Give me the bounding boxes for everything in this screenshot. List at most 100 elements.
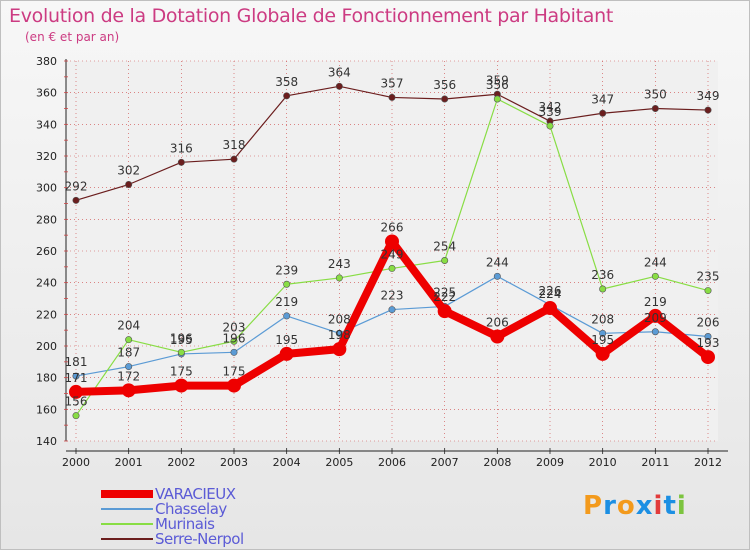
data-label: 357 [381, 76, 404, 90]
data-point [493, 95, 501, 103]
data-label: 193 [697, 336, 720, 350]
data-point [283, 92, 291, 100]
x-tick-label: 2002 [167, 456, 195, 469]
data-point [227, 378, 241, 393]
data-point [546, 122, 554, 130]
data-label: 342 [539, 100, 562, 114]
data-label: 316 [170, 141, 193, 155]
data-label: 198 [328, 328, 351, 342]
y-tick-label: 180 [36, 372, 57, 385]
data-label: 206 [697, 316, 720, 330]
legend-item: VARACIEUX [101, 484, 244, 503]
x-tick-label: 2011 [641, 456, 669, 469]
data-label: 225 [433, 285, 456, 299]
data-point [599, 329, 607, 337]
data-label: 347 [591, 92, 614, 106]
y-tick-label: 320 [36, 150, 57, 163]
data-label: 364 [328, 65, 351, 79]
data-point [388, 93, 396, 101]
data-label: 292 [65, 179, 88, 193]
data-point [283, 280, 291, 288]
data-point [230, 348, 238, 356]
data-point [283, 312, 291, 320]
data-point [388, 264, 396, 272]
data-point [335, 329, 343, 337]
x-tick-label: 2005 [325, 456, 353, 469]
data-point [701, 350, 715, 365]
data-label: 224 [539, 287, 562, 301]
data-label: 175 [223, 365, 246, 379]
data-point [177, 348, 185, 356]
logo-text: Proxiti [583, 491, 687, 521]
legend: VARACIEUX Chasselay Murinais Serre-Nerpol [101, 484, 244, 548]
data-label: 244 [644, 255, 667, 269]
data-label: 349 [697, 89, 720, 103]
y-tick-label: 360 [36, 87, 57, 100]
data-point [493, 272, 501, 280]
x-tick-label: 2009 [536, 456, 564, 469]
data-label: 359 [486, 73, 509, 87]
data-point [388, 306, 396, 314]
y-tick-label: 300 [36, 182, 57, 195]
data-point [230, 155, 238, 163]
data-point [599, 285, 607, 293]
data-label: 239 [275, 263, 298, 277]
data-point [704, 332, 712, 340]
data-point [332, 342, 347, 357]
chart-subtitle: (en € et par an) [25, 30, 120, 44]
legend-swatch [101, 507, 153, 510]
y-tick-label: 380 [36, 55, 57, 68]
data-label: 235 [697, 270, 720, 284]
legend-label: VARACIEUX [155, 484, 236, 503]
data-label: 356 [486, 78, 509, 92]
data-label: 356 [433, 78, 456, 92]
data-label: 254 [433, 240, 456, 254]
data-label: 196 [170, 331, 193, 345]
data-label: 244 [486, 255, 509, 269]
legend-item: Chasselay [101, 499, 244, 518]
y-tick-label: 140 [36, 435, 57, 448]
data-point [121, 383, 136, 398]
data-point [704, 287, 712, 295]
data-label: 226 [539, 284, 562, 298]
data-label: 236 [591, 268, 614, 282]
proxiti-logo: Proxiti [583, 491, 687, 521]
data-point [490, 329, 505, 344]
data-point [543, 301, 557, 315]
data-point [437, 304, 452, 319]
chart-title: Evolution de la Dotation Globale de Fonc… [9, 5, 614, 27]
data-point [651, 328, 659, 336]
data-label: 172 [117, 369, 140, 383]
data-label: 339 [539, 105, 562, 119]
data-label: 206 [486, 316, 509, 330]
data-point [595, 346, 610, 361]
data-label: 195 [170, 333, 193, 347]
legend-item: Serre-Nerpol [101, 530, 244, 548]
data-label: 222 [433, 290, 456, 304]
y-tick-label: 260 [36, 245, 57, 258]
data-point [125, 181, 133, 189]
data-label: 204 [117, 319, 140, 333]
data-label: 243 [328, 257, 351, 271]
data-point [385, 234, 399, 249]
y-tick-label: 160 [36, 403, 57, 416]
legend-swatch [101, 537, 153, 540]
legend-label: Chasselay [155, 499, 227, 518]
data-point [651, 105, 659, 113]
data-point [335, 82, 343, 90]
data-point [441, 95, 449, 103]
legend-swatch [101, 522, 153, 525]
x-tick-label: 2007 [431, 456, 459, 469]
data-point [599, 109, 607, 117]
data-point [279, 346, 294, 361]
data-label: 195 [591, 333, 614, 347]
data-label: 187 [117, 346, 140, 360]
data-label: 302 [117, 164, 140, 178]
legend-item: Murinais [101, 515, 244, 533]
x-tick-label: 2012 [694, 456, 722, 469]
data-point [69, 384, 83, 399]
data-label: 358 [275, 75, 298, 89]
data-label: 209 [644, 311, 667, 325]
data-label: 195 [275, 333, 298, 347]
